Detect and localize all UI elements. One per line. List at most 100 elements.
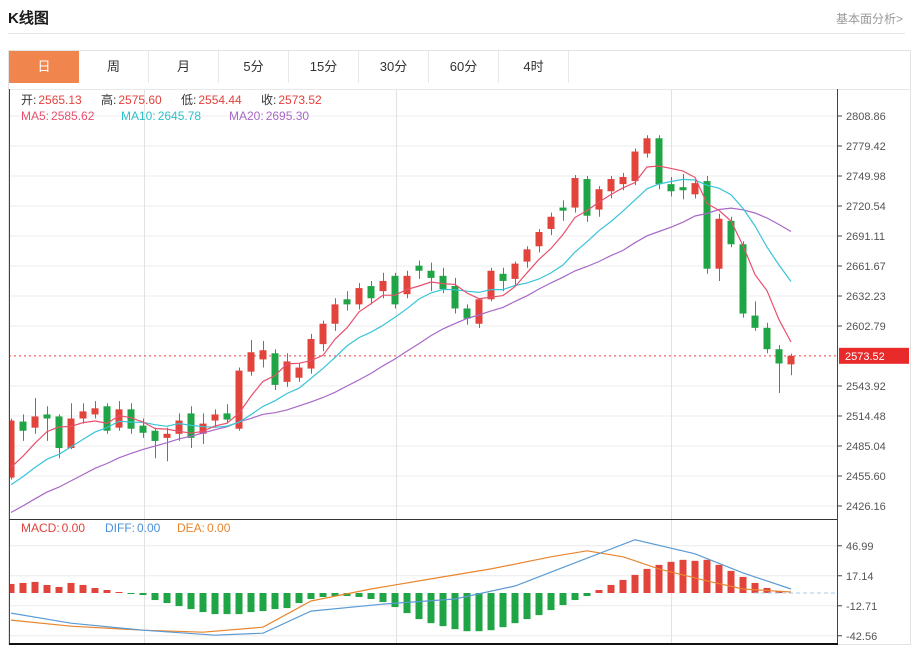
macd-bar-up	[9, 583, 15, 593]
tab-月[interactable]: 月	[149, 51, 219, 83]
y-axis-label: 2455.60	[846, 471, 886, 483]
y-axis-label: 2543.92	[846, 381, 886, 393]
macd-bar-up	[67, 582, 75, 593]
legend-item: MA20: 2695.30	[229, 109, 309, 123]
legend-item: 低: 2554.44	[181, 93, 242, 107]
tab-5分[interactable]: 5分	[219, 51, 289, 83]
macd-bar-down	[475, 593, 483, 632]
kline-widget: 日周月 5分 15分 30分 60分 4时 2808.86 2779.42 2749.98 27…	[8, 50, 911, 645]
macd-bar-down	[163, 593, 171, 604]
macd-bar-down	[499, 593, 507, 628]
candle-body	[427, 270, 435, 278]
candle-body	[451, 286, 459, 309]
tab-60分[interactable]: 60分	[429, 51, 499, 83]
candle-body	[283, 361, 291, 382]
candle-body	[67, 418, 75, 449]
candle-body	[787, 355, 795, 365]
candle-body	[271, 353, 279, 385]
macd-bar-down	[127, 593, 135, 595]
macd-bar-up	[667, 561, 675, 593]
candle-body	[499, 273, 507, 281]
candle-body	[595, 189, 603, 210]
macd-bar-down	[367, 593, 375, 600]
macd-bar-up	[655, 564, 663, 593]
candle-body	[583, 179, 591, 216]
current-price-tag-value: 2573.52	[845, 351, 885, 363]
macd-bar-down	[175, 593, 183, 607]
macd-bar-down	[223, 593, 231, 615]
macd-axis-label: -42.56	[846, 631, 877, 643]
candle-body	[163, 433, 171, 438]
ma10-line	[10, 178, 792, 486]
candle-body	[715, 218, 723, 269]
candle-body	[235, 370, 243, 429]
macd-bar-up	[751, 582, 759, 593]
tab-30分[interactable]: 30分	[359, 51, 429, 83]
macd-bar-down	[307, 593, 315, 600]
candle-body	[379, 280, 387, 292]
candle-body	[739, 244, 747, 314]
candle-body	[403, 275, 411, 295]
macd-bar-up	[55, 586, 63, 593]
candle-body	[727, 220, 735, 245]
macd-bar-down	[271, 593, 279, 610]
macd-bar-down	[331, 593, 339, 597]
ma5-line	[10, 165, 792, 468]
y-axis-label: 2426.16	[846, 501, 886, 513]
tab-4时[interactable]: 4时	[499, 51, 569, 83]
candle-body	[355, 288, 363, 305]
fundamental-analysis-link[interactable]: 基本面分析>	[835, 12, 903, 26]
macd-bar-down	[583, 593, 591, 597]
legend-item: 收: 2573.52	[261, 93, 322, 107]
y-axis-label: 2691.11	[846, 231, 885, 243]
legend-item: MACD: 0.00	[21, 521, 85, 535]
y-axis-label: 2720.54	[846, 201, 886, 213]
candle-body	[631, 151, 639, 182]
candle-body	[367, 286, 375, 299]
macd-bar-up	[715, 564, 723, 593]
candle-body	[223, 413, 231, 420]
macd-bar-up	[679, 559, 687, 593]
ma20-line	[10, 207, 792, 514]
macd-bar-up	[607, 584, 615, 593]
y-axis-label: 2808.86	[846, 111, 886, 123]
macd-bar-up	[739, 576, 747, 593]
tab-15分[interactable]: 15分	[289, 51, 359, 83]
macd-bar-down	[199, 593, 207, 613]
candle-body	[643, 138, 651, 154]
kline-chart[interactable]: 2808.86 2779.42 2749.98 2720.54 2691.11 2661.…	[9, 89, 910, 646]
candle-body	[343, 299, 351, 305]
candle-body	[751, 315, 759, 328]
macd-bar-down	[427, 593, 435, 624]
dea-line	[10, 550, 792, 633]
macd-bar-down	[247, 593, 255, 613]
candle-body	[43, 414, 51, 419]
macd-bar-down	[139, 593, 147, 596]
macd-bar-down	[151, 593, 159, 601]
macd-bar-down	[523, 593, 531, 620]
candle-body	[475, 299, 483, 324]
macd-bar-down	[391, 593, 399, 608]
macd-bar-down	[343, 593, 351, 597]
macd-bar-down	[487, 593, 495, 631]
macd-axis-label: -12.71	[846, 601, 877, 613]
legend-item: MA5: 2585.62	[21, 109, 95, 123]
macd-bar-down	[379, 593, 387, 603]
candle-body	[247, 352, 255, 372]
candle-body	[307, 339, 315, 369]
tab-日[interactable]: 日	[9, 51, 79, 83]
y-axis-label: 2514.48	[846, 411, 886, 423]
macd-bar-down	[235, 593, 243, 615]
candle-body	[79, 411, 87, 419]
candle-body	[667, 184, 675, 192]
tab-周[interactable]: 周	[79, 51, 149, 83]
candle-body	[763, 327, 771, 350]
candle-body	[139, 425, 147, 433]
y-axis-label: 2632.23	[846, 291, 886, 303]
macd-bar-up	[595, 589, 603, 593]
macd-axis-label: 17.14	[846, 571, 874, 583]
macd-bar-down	[403, 593, 411, 614]
y-axis-label: 2779.42	[846, 141, 886, 153]
candle-body	[535, 232, 543, 247]
macd-bar-down	[415, 593, 423, 620]
